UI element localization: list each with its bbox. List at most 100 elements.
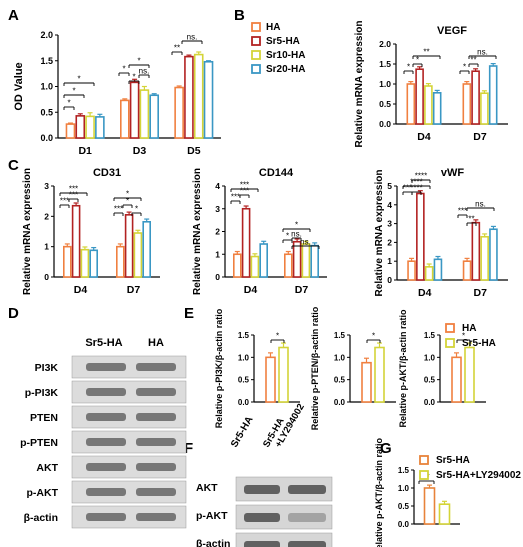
- y-tick-label: 4: [215, 181, 220, 191]
- bar: [174, 86, 184, 139]
- y-tick-label: 2: [215, 227, 220, 237]
- sig-label: ns.: [300, 238, 311, 247]
- bar: [193, 53, 204, 139]
- sig-label: *: [67, 99, 70, 108]
- sig-label: *: [126, 197, 129, 206]
- y-tick-label: 0.5: [424, 376, 436, 385]
- sig-label: ****: [410, 178, 422, 187]
- bar: [416, 192, 425, 281]
- x-tick-label: D4: [418, 287, 432, 299]
- bar: [424, 85, 433, 125]
- sig-label: *: [72, 87, 75, 96]
- sig-label: ***: [69, 185, 78, 194]
- bar: [149, 94, 159, 139]
- blot-row-label: β-actin: [24, 512, 58, 524]
- sig-label: ***: [60, 197, 69, 206]
- bar: [480, 235, 489, 281]
- bar: [129, 81, 140, 139]
- sig-label: *: [132, 73, 135, 82]
- x-tick-label: D4: [244, 284, 258, 296]
- sig-label: *: [137, 57, 140, 66]
- panel-letter: D: [8, 305, 19, 322]
- y-axis-label: Relative p-PTEN/β-actin ratio: [310, 306, 320, 430]
- blot-band: [288, 541, 326, 547]
- bar: [124, 214, 134, 278]
- x-tick-label: D5: [187, 145, 201, 157]
- y-tick-label: 1.0: [379, 79, 391, 89]
- bar: [65, 123, 76, 139]
- y-tick-label: 1.5: [334, 331, 346, 340]
- sig-label: *: [276, 332, 279, 341]
- legend-swatch: [251, 50, 261, 60]
- chart-title: CD144: [259, 167, 294, 179]
- bar: [116, 245, 125, 278]
- bar: [423, 487, 436, 525]
- y-tick-label: 0.5: [238, 376, 250, 385]
- blot-strip: [71, 480, 187, 504]
- y-tick-label: 1.0: [424, 353, 436, 362]
- y-tick-label: 3: [387, 219, 392, 229]
- blot-band: [288, 485, 326, 494]
- blot-band: [244, 485, 280, 494]
- y-tick-label: 0.0: [398, 520, 410, 529]
- sig-label: ***: [240, 181, 249, 190]
- panel-letter: G: [380, 440, 392, 457]
- sig-label: *: [77, 75, 80, 84]
- y-tick-label: 2: [44, 211, 49, 221]
- bar: [85, 115, 95, 139]
- bar: [361, 361, 372, 403]
- sig-label: *: [286, 232, 289, 241]
- y-axis-label: Relative mRNA expression: [22, 168, 33, 295]
- legend-label: Sr5-HA: [462, 338, 496, 349]
- y-axis-label: Relative mRNA expression: [354, 21, 365, 148]
- bar: [415, 68, 424, 125]
- blot-band: [244, 513, 280, 522]
- blot-row-label: p-AKT: [27, 487, 59, 499]
- bar: [432, 92, 442, 125]
- x-tick-label: D7: [295, 284, 309, 296]
- sig-label: ns.: [139, 67, 150, 76]
- y-tick-label: 2: [387, 237, 392, 247]
- blot-header: HA: [148, 337, 164, 349]
- sig-label: *: [407, 63, 410, 72]
- legend-label: Sr5-HA+LY294002: [436, 470, 521, 481]
- blot-band: [136, 488, 176, 496]
- blot-header: Sr5-HA: [85, 337, 122, 349]
- sig-label: ***: [231, 193, 240, 202]
- bar: [95, 116, 105, 139]
- y-tick-label: 0.5: [379, 99, 391, 109]
- blot-row-label: p-AKT: [196, 510, 228, 522]
- y-tick-label: 2.0: [379, 39, 391, 49]
- y-tick-label: 0.0: [40, 133, 53, 143]
- y-tick-label: 1: [215, 249, 220, 259]
- blot-band: [86, 388, 126, 396]
- blot-strip: [71, 355, 187, 379]
- bar: [310, 244, 320, 278]
- blot-band: [136, 463, 176, 471]
- y-tick-label: 1.5: [379, 59, 391, 69]
- bar: [464, 346, 475, 403]
- bar: [71, 204, 81, 278]
- y-axis-label: OD Value: [13, 62, 25, 110]
- blot-strip: [71, 505, 187, 529]
- y-tick-label: 0.5: [398, 502, 410, 511]
- y-tick-label: 0.5: [40, 107, 53, 117]
- y-tick-label: 1.5: [238, 331, 250, 340]
- sig-label: ns.: [187, 33, 198, 42]
- sig-label: *: [135, 205, 138, 214]
- blot-header: Sr5-HA: [229, 415, 255, 450]
- y-tick-label: 0: [387, 275, 392, 285]
- bar: [75, 115, 86, 139]
- blot-strip: [71, 430, 187, 454]
- y-tick-label: 0.0: [238, 398, 250, 407]
- y-tick-label: 1: [44, 242, 49, 252]
- sig-label: *: [372, 332, 375, 341]
- blot-band: [136, 363, 176, 371]
- blot-row-label: AKT: [36, 462, 58, 474]
- y-tick-label: 1.5: [40, 56, 53, 66]
- bar: [203, 60, 214, 139]
- legend-label: Sr20-HA: [266, 64, 305, 75]
- y-tick-label: 1.0: [40, 82, 53, 92]
- bar: [133, 232, 143, 278]
- y-tick-label: 1.0: [334, 353, 346, 362]
